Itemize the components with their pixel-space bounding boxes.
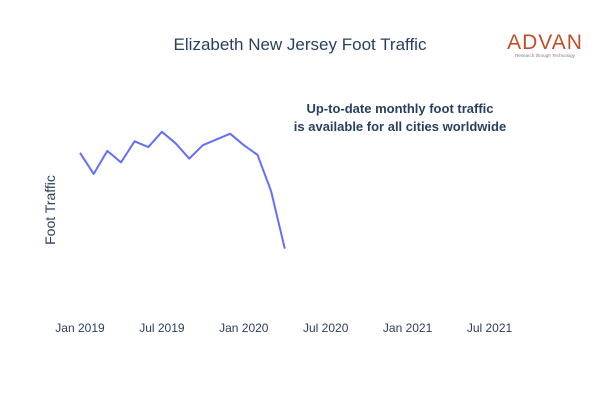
series-line	[79, 130, 286, 249]
x-tick-label: Jan 2021	[383, 321, 433, 335]
advan-logo: ADVAN Research through Technology	[507, 31, 583, 58]
chart-title: Elizabeth New Jersey Foot Traffic	[174, 35, 427, 54]
plot-area	[79, 130, 286, 249]
x-tick-label: Jan 2019	[55, 321, 105, 335]
logo-tagline: Research through Technology	[515, 53, 575, 58]
x-tick-label: Jul 2020	[303, 321, 349, 335]
x-tick-label: Jul 2021	[467, 321, 513, 335]
x-axis-ticks: Jan 2019 Jul 2019 Jan 2020 Jul 2020 Jan 2021…	[55, 321, 512, 335]
x-tick-label: Jul 2019	[139, 321, 185, 335]
logo-wordmark: ADVAN	[507, 31, 583, 54]
annotation-line-2: is available for all cities worldwide	[294, 119, 506, 134]
y-axis-label: Foot Traffic	[42, 175, 58, 245]
annotation-line-1: Up-to-date monthly foot traffic	[306, 101, 493, 116]
x-tick-label: Jan 2020	[219, 321, 269, 335]
